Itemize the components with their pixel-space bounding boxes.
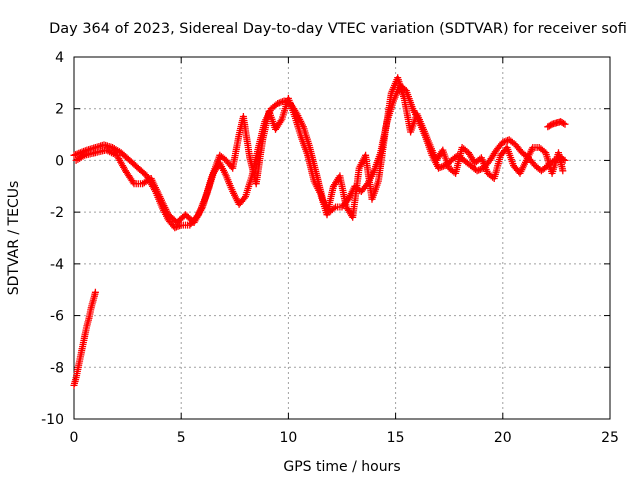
data-point-main-track xyxy=(171,224,179,232)
data-point-main-track xyxy=(73,150,81,158)
data-point-secondary-track xyxy=(129,178,137,186)
data-point-main-track xyxy=(500,138,508,146)
data-point-main-track xyxy=(476,166,484,173)
y-tick-label: 0 xyxy=(55,153,64,169)
axis-ticks xyxy=(73,56,611,420)
x-tick-label: 5 xyxy=(177,430,186,446)
data-point-late-track xyxy=(561,120,569,128)
data-point-main-track xyxy=(76,149,84,157)
data-point-main-track xyxy=(70,151,78,159)
x-axis-label: GPS time / hours xyxy=(283,459,400,475)
y-tick-label: 4 xyxy=(55,50,64,66)
chart-title: Day 364 of 2023, Sidereal Day-to-day VTE… xyxy=(49,21,627,37)
y-tick-label: -2 xyxy=(50,205,64,221)
y-tick-labels: -10 -8 -6 -4 -2 0 2 4 xyxy=(41,50,64,428)
data-point-main-track xyxy=(435,164,442,172)
x-tick-label: 25 xyxy=(601,430,619,446)
data-point-main-track xyxy=(277,98,285,106)
y-tick-label: 2 xyxy=(55,102,64,118)
y-axis-label: SDTVAR / TECUs xyxy=(6,181,22,296)
plot-frame xyxy=(73,56,611,420)
y-tick-label: -10 xyxy=(41,412,64,428)
x-tick-label: 0 xyxy=(70,430,79,446)
x-tick-label: 15 xyxy=(387,430,405,446)
x-tick-labels: 0 5 10 15 20 25 xyxy=(70,430,619,446)
data-point-main-track xyxy=(438,163,446,171)
grid xyxy=(74,57,610,419)
data-point-main-track xyxy=(473,167,481,175)
data-point-late-track xyxy=(560,119,567,127)
data-point-secondary-track xyxy=(559,167,567,175)
y-tick-label: -8 xyxy=(50,360,64,376)
data-points xyxy=(70,74,569,389)
data-point-outlier-track xyxy=(91,288,99,296)
x-tick-label: 20 xyxy=(494,430,512,446)
y-tick-label: -4 xyxy=(50,257,64,273)
x-tick-label: 10 xyxy=(279,430,297,446)
data-point-main-track xyxy=(240,194,248,202)
y-tick-label: -6 xyxy=(50,309,64,325)
